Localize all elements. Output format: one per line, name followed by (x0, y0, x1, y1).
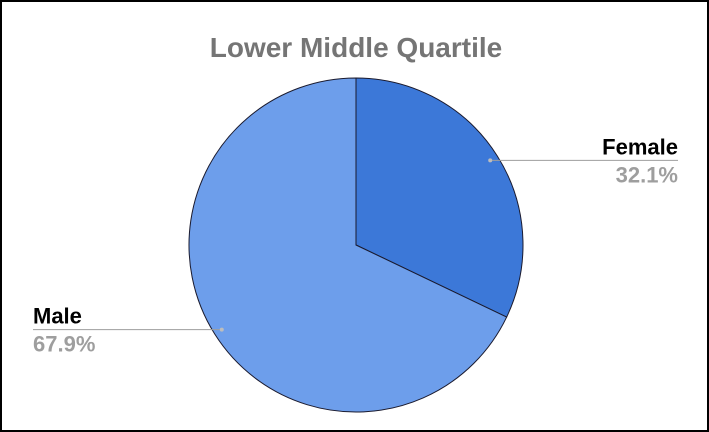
slice-label: Male (33, 304, 82, 329)
slice-value: 32.1% (616, 162, 678, 187)
pie-slice (355, 77, 524, 318)
slice-value: 67.9% (33, 332, 95, 357)
leader-dot (488, 158, 493, 163)
pie-slice (188, 77, 508, 413)
chart-title: Lower Middle Quartile (210, 32, 502, 63)
slice-label: Female (602, 134, 678, 159)
leader-dot (219, 327, 224, 332)
